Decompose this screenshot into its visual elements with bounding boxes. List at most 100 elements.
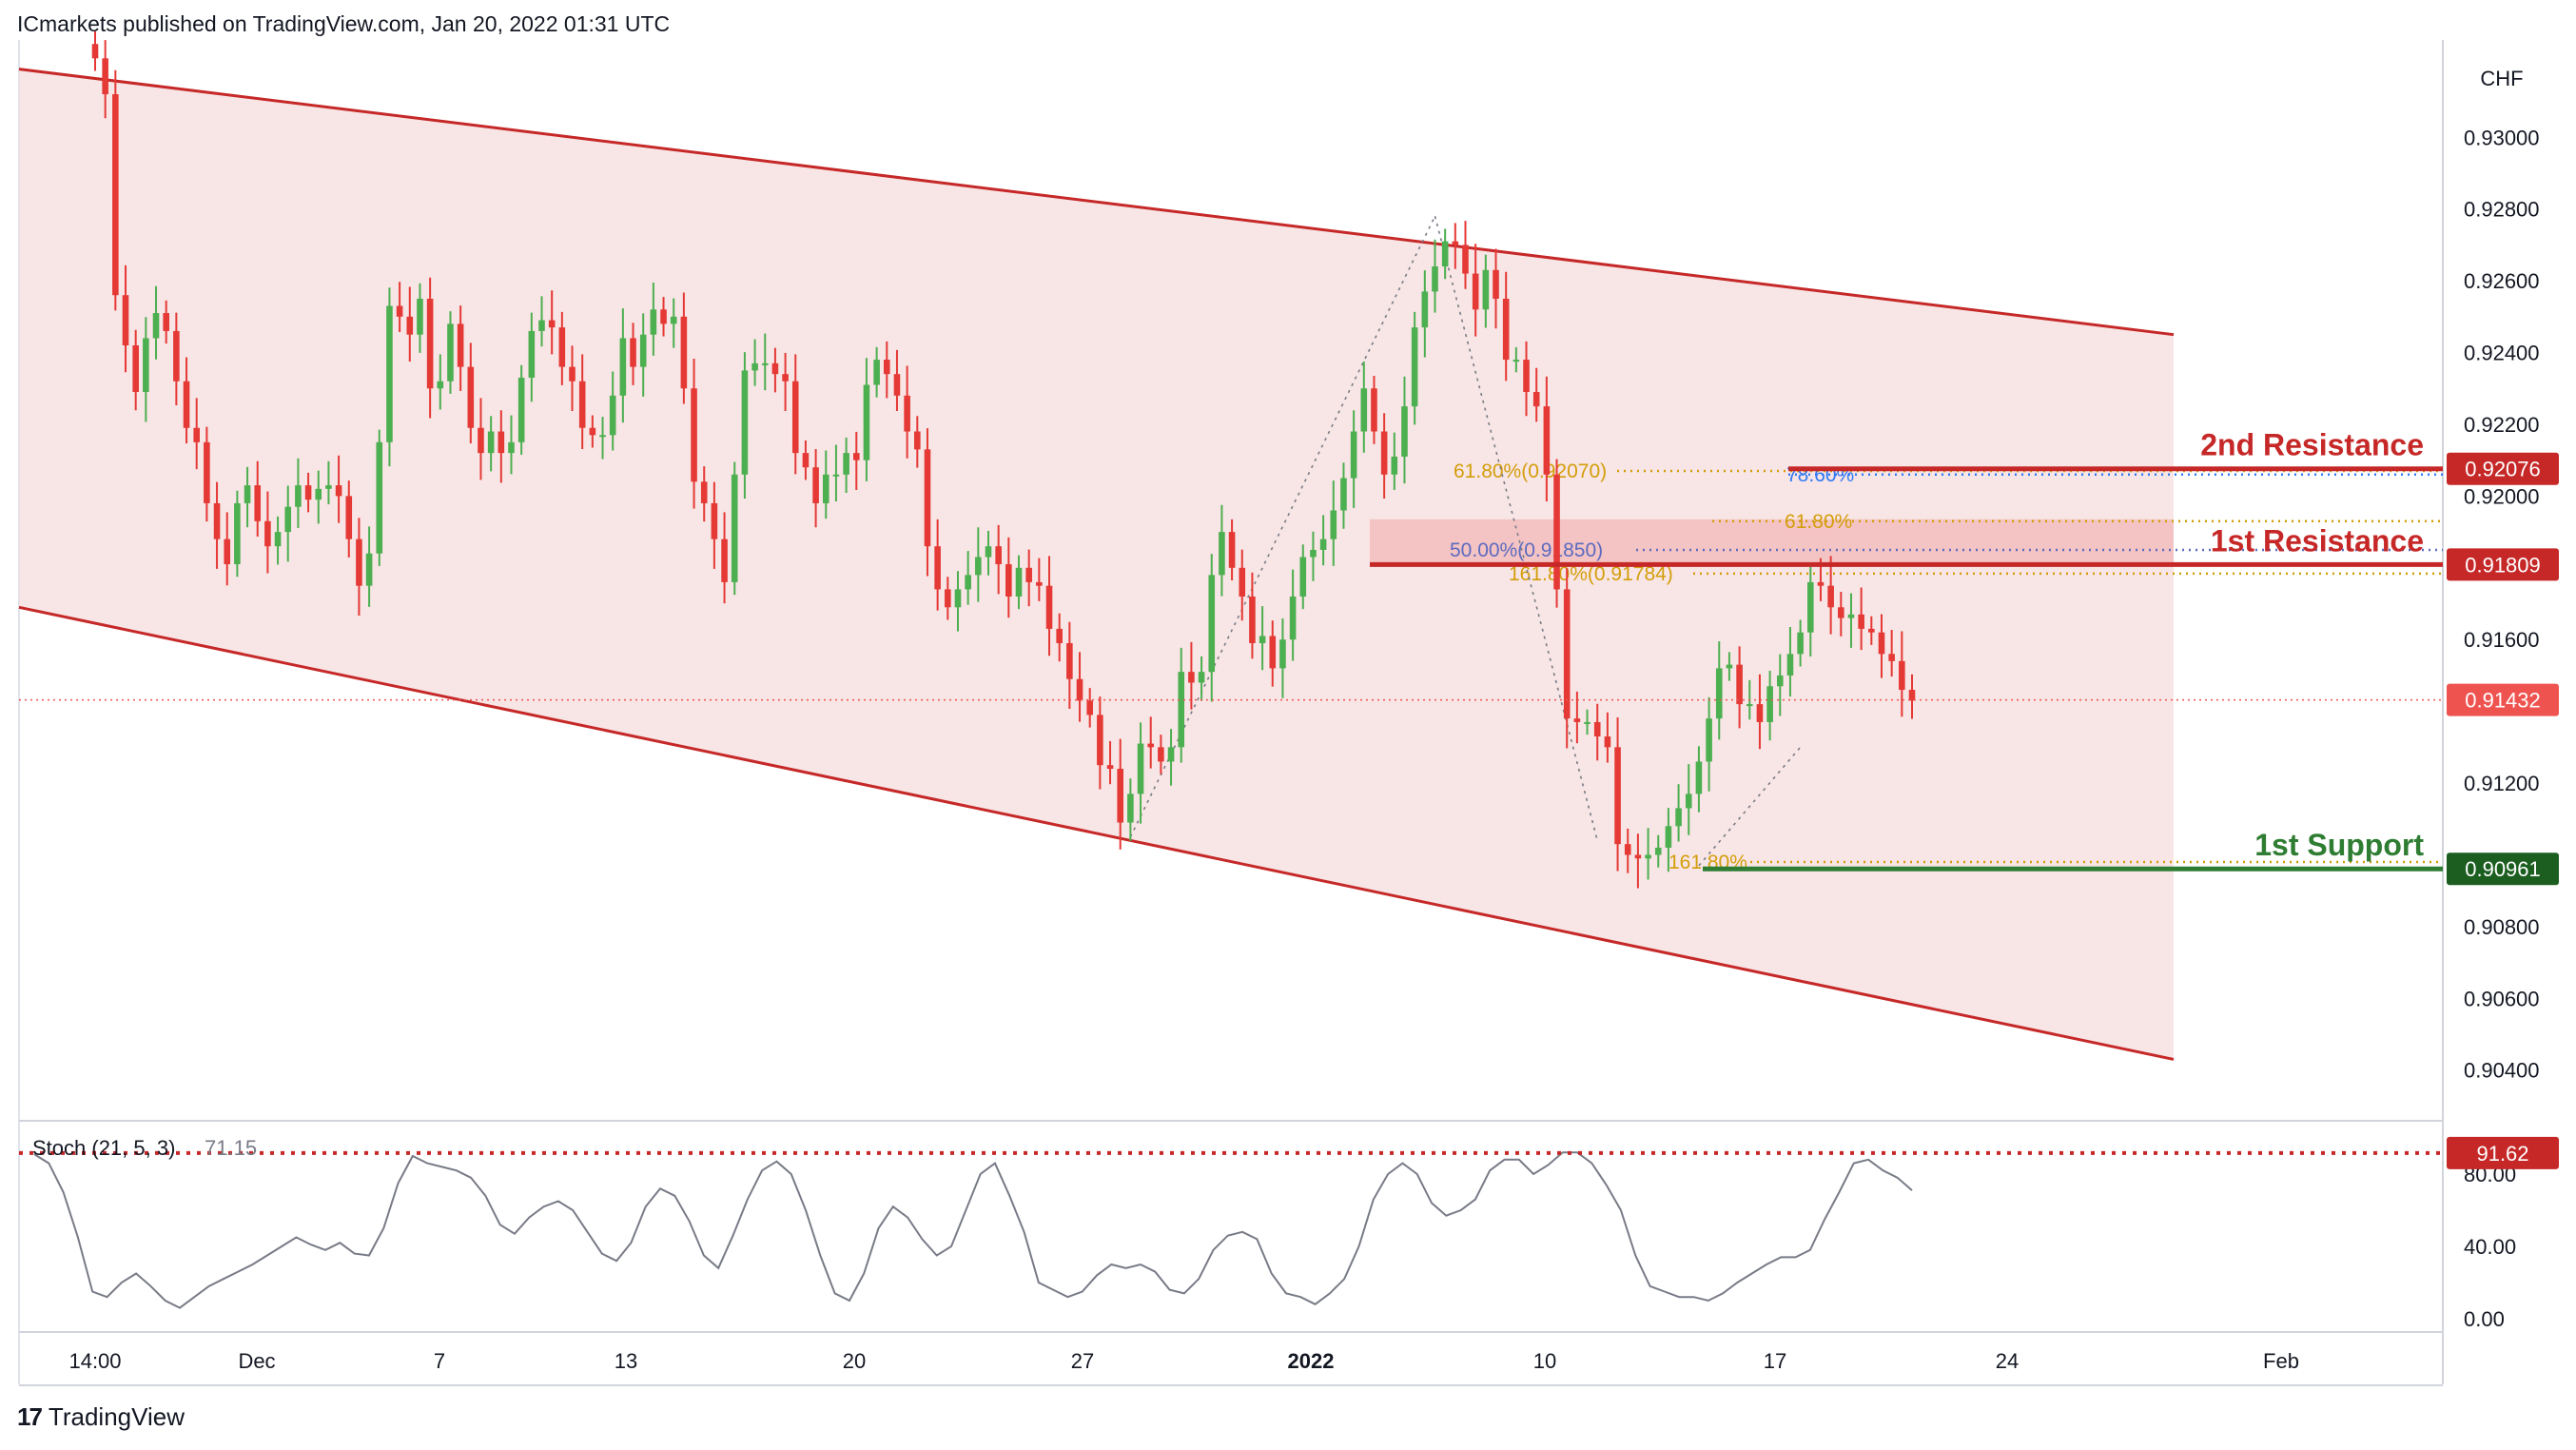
- tradingview-logo-icon: 17: [17, 1402, 43, 1431]
- candle-body: [1685, 794, 1692, 809]
- candle-body: [447, 323, 454, 382]
- candle-body: [1045, 585, 1053, 629]
- candle-body: [660, 309, 667, 324]
- candle-body: [1573, 718, 1581, 722]
- candle-body: [1350, 431, 1357, 479]
- candle-body: [417, 298, 423, 335]
- candle-body: [1441, 241, 1449, 267]
- candle-body: [365, 553, 373, 586]
- time-tick-label: 13: [615, 1349, 637, 1373]
- candle-body: [1786, 654, 1794, 676]
- price-tick-label: 0.91200: [2464, 772, 2540, 795]
- fib-swing-leg: [1698, 746, 1802, 867]
- candle-body: [1624, 844, 1631, 855]
- time-axis: 14:00 Dec 7 13 20 27 2022 10 17 24 Feb: [68, 1349, 2298, 1373]
- candle-body: [843, 453, 849, 475]
- candle-body: [1208, 575, 1216, 673]
- candle-body: [132, 344, 139, 393]
- candle-body: [143, 338, 149, 393]
- candle-body: [1056, 628, 1063, 643]
- candle-body: [558, 327, 566, 367]
- candle-body: [264, 520, 271, 547]
- candle-body: [356, 539, 362, 586]
- candle-body: [1279, 639, 1286, 669]
- candle-body: [548, 320, 556, 328]
- time-tick-label: 27: [1071, 1349, 1094, 1373]
- candle-body: [284, 506, 292, 533]
- candle-body: [741, 370, 749, 475]
- candle-body: [1360, 388, 1368, 432]
- candle-body: [1512, 360, 1520, 362]
- candle-body: [1482, 269, 1490, 310]
- price-tick-label: 0.92600: [2464, 269, 2540, 293]
- stoch-value: 71.15: [205, 1136, 257, 1160]
- candle-body: [1493, 269, 1499, 299]
- candle-body: [213, 502, 221, 539]
- candle-body: [711, 502, 718, 539]
- candle-body: [91, 44, 99, 59]
- stoch-tick-label: 40.00: [2464, 1235, 2516, 1259]
- candle-body: [517, 377, 525, 442]
- price-tick-label: 0.92200: [2464, 413, 2540, 437]
- candle-body: [345, 496, 353, 539]
- price-tick-label: 0.92800: [2464, 198, 2540, 222]
- candle-body: [1817, 581, 1825, 586]
- candle-body: [254, 485, 262, 521]
- candle-body: [386, 305, 393, 442]
- candle-body: [812, 467, 819, 503]
- candle-body: [234, 502, 241, 565]
- candle-body: [1746, 704, 1753, 707]
- candle-body: [1776, 675, 1784, 687]
- candle-body: [1289, 596, 1297, 640]
- candle-body: [1249, 596, 1256, 643]
- price-tick-label: 0.91600: [2464, 628, 2540, 652]
- candle-body: [1827, 585, 1834, 608]
- candle-body: [589, 427, 596, 436]
- candle-body: [1888, 654, 1895, 661]
- candle-body: [1715, 668, 1723, 719]
- candle-body: [1219, 532, 1225, 576]
- candle-body: [1645, 854, 1651, 859]
- candle-body: [204, 441, 210, 503]
- descending-channel: [18, 68, 2175, 1061]
- candle-body: [1411, 327, 1418, 407]
- candle-body: [1117, 768, 1123, 823]
- candle-body: [985, 546, 992, 558]
- candle-body: [1147, 743, 1155, 748]
- candle-body: [893, 374, 901, 396]
- candle-body: [173, 330, 180, 382]
- candle-body: [426, 298, 434, 389]
- candle-body: [183, 381, 190, 428]
- candle-body: [721, 539, 728, 582]
- candle-body: [1198, 672, 1205, 683]
- candle-body: [822, 474, 829, 503]
- fib-label: 161.80%(0.91784): [1509, 563, 1673, 585]
- currency-label: CHF: [2480, 67, 2523, 90]
- candle-body: [1167, 747, 1175, 762]
- candle-body: [1472, 273, 1479, 310]
- candle-body: [609, 395, 616, 436]
- candle-body: [304, 485, 312, 500]
- candle-body: [193, 427, 200, 442]
- candle-body: [122, 295, 129, 345]
- candle-body: [1858, 614, 1864, 629]
- candle-body: [1269, 636, 1277, 669]
- price-tick-label: 0.90600: [2464, 987, 2540, 1010]
- candle-body: [802, 453, 810, 468]
- time-tick-label: Feb: [2263, 1349, 2299, 1373]
- candle-body: [630, 338, 636, 367]
- tradingview-brand: TradingView: [48, 1402, 185, 1431]
- candle-body: [904, 395, 910, 432]
- stoch-label: Stoch (21, 5, 3): [32, 1136, 175, 1160]
- fib-swing-leg: [1434, 216, 1598, 841]
- price-badge-label: 0.91432: [2465, 689, 2541, 713]
- candle-body: [437, 381, 444, 389]
- price-badge: [2447, 452, 2559, 485]
- candle-body: [1563, 589, 1571, 719]
- tradingview-footer[interactable]: 17 TradingView: [17, 1402, 185, 1432]
- price-badge-label: 0.91809: [2465, 553, 2541, 577]
- candle-body: [1259, 636, 1266, 643]
- candle-body: [1401, 406, 1408, 457]
- price-tick-label: 0.92000: [2464, 484, 2540, 508]
- candle-body: [1908, 690, 1916, 701]
